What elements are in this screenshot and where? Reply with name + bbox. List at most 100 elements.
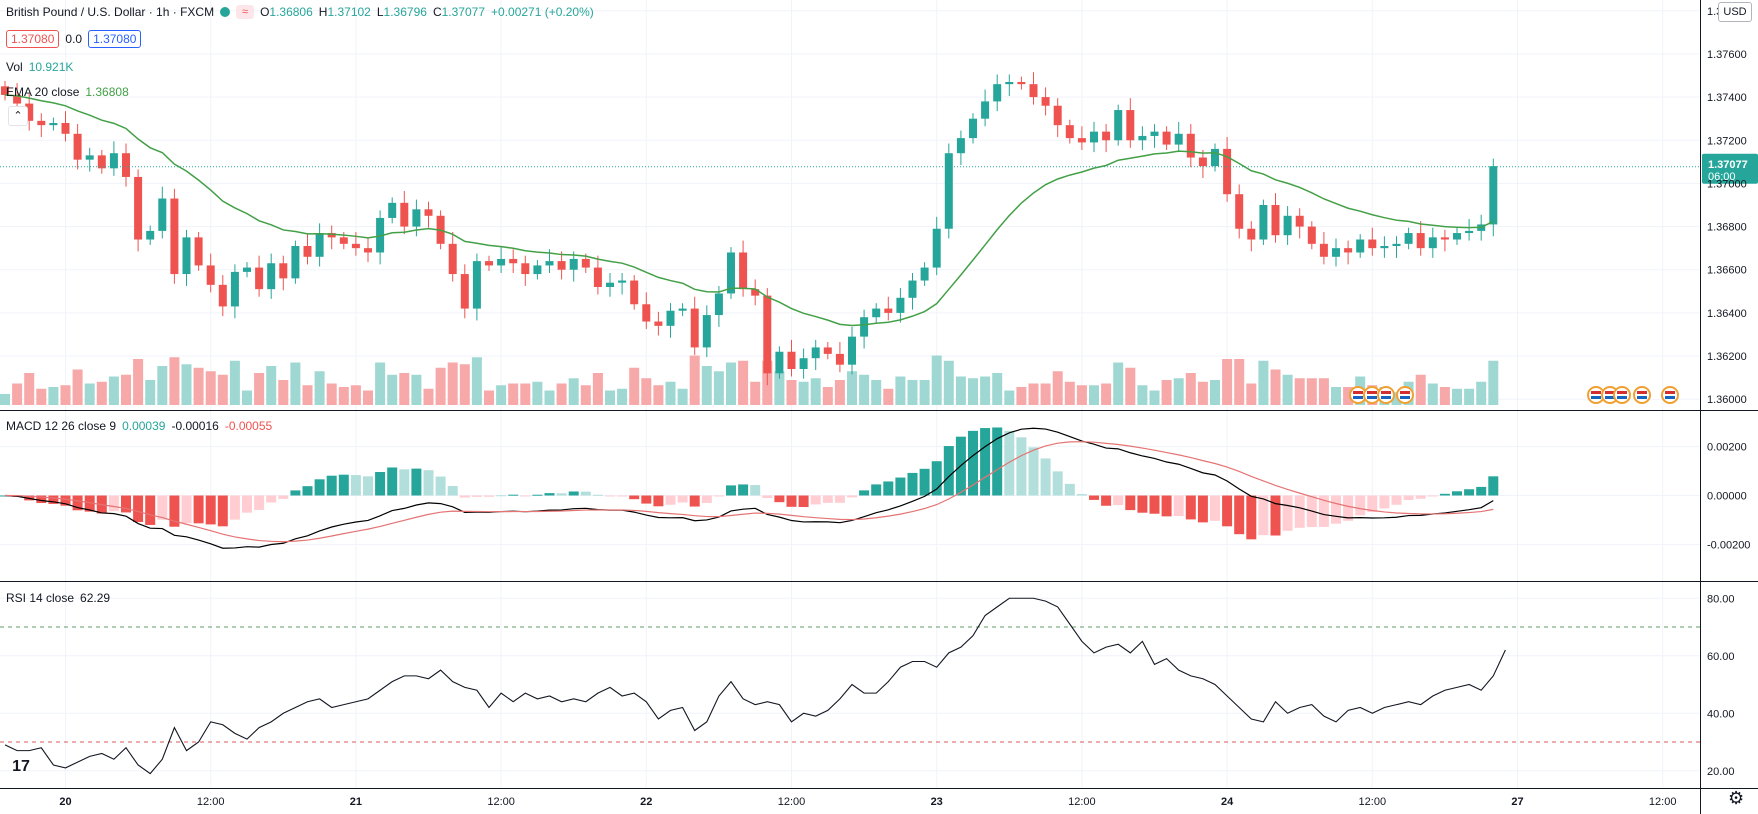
volume-bar (1294, 378, 1305, 405)
price-axis-label: 1.37000 (1707, 178, 1747, 190)
macd-histogram-bar (677, 495, 688, 503)
candle-body (714, 293, 723, 316)
signal-line (4, 441, 1494, 543)
rsi-legend[interactable]: RSI 14 close 62.29 (6, 591, 110, 605)
volume-bar (254, 373, 265, 405)
candle-body (1295, 215, 1304, 227)
candle-body (1416, 233, 1425, 249)
macd-legend[interactable]: MACD 12 26 close 9 0.00039 -0.00016 -0.0… (6, 419, 272, 433)
volume-bar (1415, 374, 1426, 405)
volume-bar (1439, 387, 1450, 405)
quote-legend: 1.37080 0.0 1.37080 (6, 30, 142, 48)
candle-body (860, 317, 869, 337)
candle-body (739, 252, 748, 290)
macd-histogram-bar (326, 475, 337, 496)
volume-bar (1137, 385, 1148, 405)
us-flag-event-icon (1400, 391, 1410, 394)
ohlc-change: +0.00271 (+0.20%) (491, 5, 594, 19)
volume-bar (834, 380, 845, 405)
candle-body (1053, 105, 1062, 126)
macd-histogram-bar (1076, 494, 1087, 496)
candle-body (1186, 133, 1195, 158)
candle-body (1029, 84, 1038, 98)
volume-bar (810, 378, 821, 405)
price-axis-label: 1.37200 (1707, 135, 1747, 147)
candle-body (291, 246, 300, 279)
ema-value: 1.36808 (85, 85, 129, 99)
candle-body (908, 280, 917, 298)
macd-histogram-bar (653, 495, 664, 507)
collapse-legend-icon[interactable]: ⌃ (8, 106, 28, 126)
market-status-icon[interactable] (220, 7, 231, 17)
macd-histogram-bar (338, 474, 349, 496)
volume-bar (193, 367, 204, 405)
candle-body (37, 120, 46, 126)
candle-body (85, 155, 94, 160)
ask-button[interactable]: 1.37080 (88, 30, 142, 48)
volume-bar (0, 394, 10, 405)
price-axis-label: 1.37600 (1707, 49, 1747, 61)
gear-icon[interactable]: ⚙ (1728, 788, 1745, 808)
volume-bar (750, 381, 761, 405)
candle-body (1380, 246, 1389, 249)
candle-body (763, 295, 772, 374)
macd-histogram-bar (762, 495, 773, 498)
candle-body (485, 261, 493, 266)
macd-histogram-bar (145, 495, 156, 525)
macd-histogram-bar (592, 494, 603, 496)
volume-legend[interactable]: Vol 10.921K (6, 60, 73, 74)
volume-bar (1331, 387, 1341, 405)
macd-histogram-bar (810, 495, 821, 505)
volume-bar (1488, 360, 1499, 405)
candle-body (642, 304, 651, 322)
volume-bar (1028, 383, 1039, 405)
macd-histogram-bar (532, 494, 543, 496)
macd-histogram-bar (1125, 495, 1136, 511)
symbol-title[interactable]: British Pound / U.S. Dollar · 1h · FXCM (6, 5, 215, 19)
volume-bar (84, 383, 95, 405)
volume-bar (338, 387, 349, 405)
volume-bar (1004, 390, 1015, 405)
candle-body (327, 233, 336, 238)
candle-body (1223, 148, 1232, 195)
volume-bar (447, 362, 458, 405)
candle-body (1102, 131, 1111, 141)
macd-histogram-bar (375, 471, 386, 496)
volume-bar (605, 390, 615, 405)
volume-bar (1464, 388, 1475, 405)
candle-body (315, 233, 324, 257)
candle-body (424, 209, 433, 216)
volume-bar (1210, 380, 1220, 405)
candle-body (255, 267, 264, 290)
macd-histogram-bar (447, 486, 458, 496)
candle-body (702, 315, 711, 348)
macd-histogram-bar (484, 495, 494, 497)
us-flag-event-icon (1367, 396, 1377, 399)
macd-histogram-bar (883, 481, 894, 496)
macd-histogram-bar (496, 495, 507, 497)
volume-bar (786, 380, 797, 405)
price-axis-label: 1.36000 (1707, 394, 1747, 406)
compare-icon[interactable]: ≈ (236, 5, 255, 19)
volume-bar (726, 362, 736, 405)
bid-button[interactable]: 1.37080 (6, 30, 60, 48)
candle-body (896, 297, 905, 313)
macd-histogram-bar (508, 494, 519, 496)
macd-histogram-bar (605, 495, 615, 497)
volume-bar (689, 355, 700, 405)
macd-histogram-bar (713, 495, 724, 497)
macd-histogram-bar (1476, 486, 1487, 496)
macd-histogram-bar (1149, 495, 1160, 514)
tradingview-logo-icon[interactable]: 17 (12, 758, 30, 775)
currency-button[interactable]: USD (1718, 2, 1752, 22)
us-flag-event-icon (1633, 386, 1651, 404)
macd-histogram-bar (907, 472, 918, 496)
volume-bar (1052, 371, 1063, 405)
macd-histogram-bar (411, 468, 422, 496)
ema-legend[interactable]: EMA 20 close 1.36808 (6, 85, 129, 99)
volume-bar (1427, 383, 1438, 405)
spread-value: 0.0 (65, 32, 83, 46)
volume-bar (774, 371, 785, 405)
macd-histogram-bar (1113, 495, 1124, 506)
